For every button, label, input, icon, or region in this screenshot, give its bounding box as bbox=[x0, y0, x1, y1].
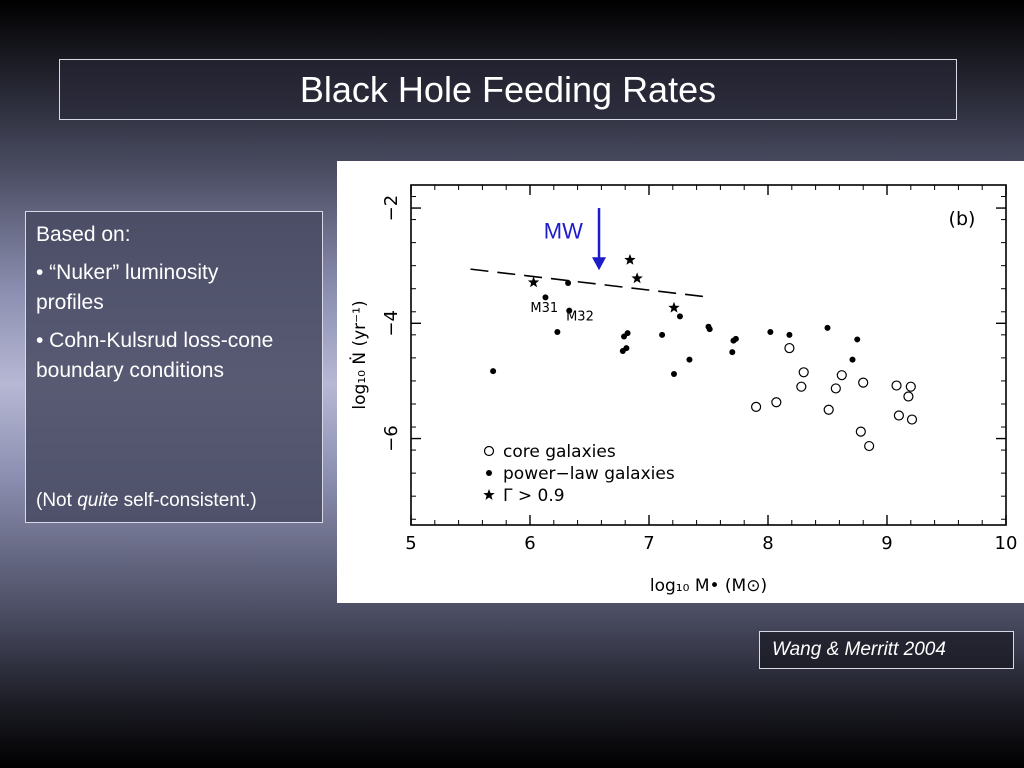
bullet-note: (Not quite self-consistent.) bbox=[36, 486, 257, 516]
power-law-galaxy-point bbox=[566, 307, 573, 314]
core-galaxy-point bbox=[836, 370, 847, 381]
power-law-galaxy-point bbox=[732, 335, 739, 342]
mw-arrow-head bbox=[592, 257, 607, 271]
plot-frame bbox=[410, 184, 1007, 526]
power-law-galaxy-point bbox=[849, 356, 856, 363]
legend-label-1: power−law galaxies bbox=[503, 464, 675, 484]
citation-credit: Wang & Merritt 2004 bbox=[759, 631, 1014, 669]
core-galaxy-point bbox=[798, 367, 809, 378]
annotation-mw: MW bbox=[544, 219, 583, 244]
x-axis-title: log₁₀ M• (M⊙) bbox=[650, 576, 767, 596]
legend-label-2: Γ > 0.9 bbox=[503, 486, 565, 506]
core-galaxy-point bbox=[796, 381, 807, 392]
note-prefix: (Not bbox=[36, 490, 78, 511]
y-tick-label--6: −6 bbox=[381, 425, 402, 452]
core-galaxy-point bbox=[903, 391, 914, 402]
x-tick-label-5: 5 bbox=[405, 533, 416, 554]
power-law-galaxy-point bbox=[623, 345, 630, 352]
core-galaxy-point bbox=[771, 397, 782, 408]
power-law-galaxy-point bbox=[624, 330, 631, 337]
power-law-galaxy-point bbox=[670, 371, 677, 378]
legend-marker-power-law bbox=[486, 470, 492, 476]
power-law-galaxy-point bbox=[542, 294, 549, 301]
power-law-galaxy-point bbox=[786, 331, 793, 338]
note-suffix: self-consistent.) bbox=[118, 490, 257, 511]
chart-panel: 5 6 7 8 9 10 −2 −4 −6 log₁₀ M• (M⊙) log₁₀ Ṅ (yr⁻¹)… bbox=[337, 161, 1024, 603]
power-law-galaxy-point bbox=[565, 279, 572, 286]
annotation-m32: M32 bbox=[566, 309, 594, 324]
x-tick-label-10: 10 bbox=[995, 533, 1018, 554]
steep-cusp-star-point bbox=[624, 253, 636, 265]
core-galaxy-point bbox=[858, 377, 869, 388]
core-galaxy-point bbox=[784, 342, 795, 354]
power-law-galaxy-point bbox=[729, 349, 736, 356]
core-galaxy-point bbox=[905, 381, 916, 392]
x-tick-label-7: 7 bbox=[643, 533, 654, 554]
legend-marker-core bbox=[483, 445, 495, 457]
panel-label: (b) bbox=[949, 208, 976, 230]
power-law-galaxy-point bbox=[854, 336, 861, 343]
x-tick-label-9: 9 bbox=[881, 533, 892, 554]
core-galaxy-point bbox=[906, 414, 918, 425]
core-galaxy-point bbox=[893, 410, 905, 421]
core-galaxy-point bbox=[855, 426, 866, 437]
steep-cusp-star-point bbox=[527, 276, 540, 288]
power-law-galaxy-point bbox=[706, 326, 713, 333]
steep-cusp-star-point bbox=[631, 272, 643, 284]
power-law-galaxy-point bbox=[676, 313, 683, 320]
core-galaxy-point bbox=[864, 440, 875, 452]
core-galaxy-point bbox=[830, 383, 841, 394]
note-italic: quite bbox=[77, 490, 119, 511]
scatter-chart: 5 6 7 8 9 10 −2 −4 −6 log₁₀ M• (M⊙) log₁₀ Ṅ (yr⁻¹)… bbox=[349, 184, 1018, 596]
bullet-item-cohn-kulsrud: • Cohn-Kulsrud loss-cone boundary condit… bbox=[36, 329, 274, 382]
legend-label-0: core galaxies bbox=[503, 442, 616, 462]
power-law-galaxy-point bbox=[824, 324, 831, 331]
power-law-galaxy-point bbox=[686, 356, 693, 363]
x-tick-label-8: 8 bbox=[762, 533, 773, 554]
power-law-galaxy-point bbox=[767, 328, 774, 335]
y-axis-title: log₁₀ Ṅ (yr⁻¹) bbox=[349, 300, 370, 409]
bullet-heading: Based on: bbox=[36, 223, 131, 246]
slide-title: Black Hole Feeding Rates bbox=[59, 59, 957, 120]
x-tick-label-6: 6 bbox=[524, 533, 535, 554]
bullet-item-nuker: • “Nuker” luminosity profiles bbox=[36, 261, 219, 314]
power-law-galaxy-point bbox=[554, 328, 561, 335]
core-galaxy-point bbox=[823, 404, 834, 415]
power-law-galaxy-point bbox=[490, 368, 497, 375]
bullet-panel: Based on: • “Nuker” luminosity profiles … bbox=[25, 211, 323, 523]
fit-line-dashed bbox=[470, 268, 711, 299]
core-galaxy-point bbox=[751, 401, 762, 412]
power-law-galaxy-point bbox=[659, 331, 666, 338]
steep-cusp-star-point bbox=[668, 301, 680, 313]
core-galaxy-point bbox=[891, 380, 902, 391]
y-tick-label--4: −4 bbox=[381, 310, 402, 337]
annotation-m31: M31 bbox=[530, 301, 558, 316]
legend-marker-star bbox=[483, 489, 495, 500]
y-tick-label--2: −2 bbox=[381, 195, 402, 222]
